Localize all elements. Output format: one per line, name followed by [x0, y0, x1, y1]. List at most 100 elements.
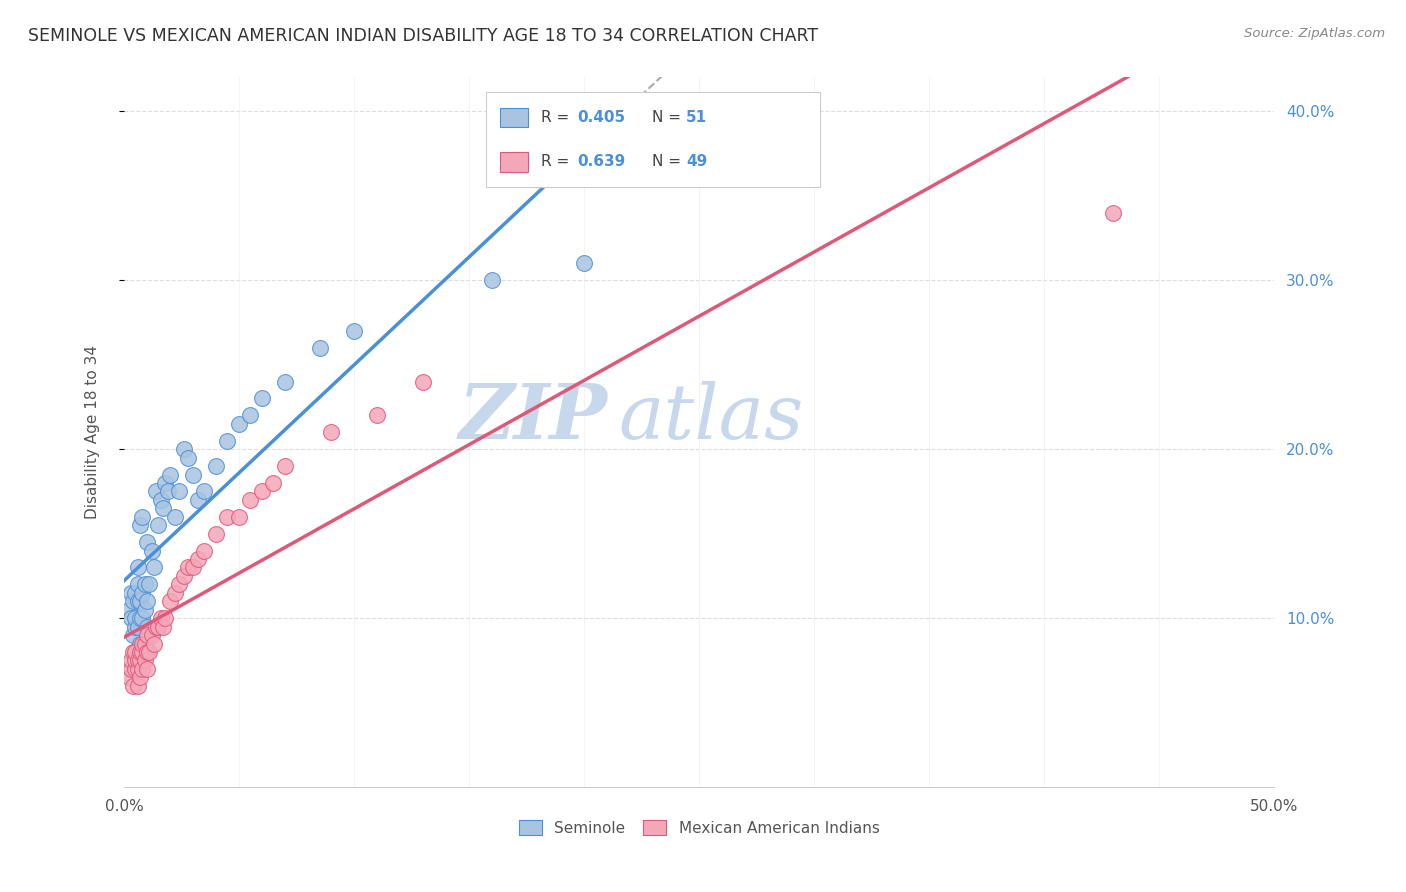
Point: [131, 645, 153, 659]
Point: [366, 409, 388, 423]
Point: [122, 645, 145, 659]
Point: [250, 392, 273, 406]
Point: [122, 594, 145, 608]
Point: [173, 569, 195, 583]
Text: N =: N =: [652, 110, 686, 125]
Point: [149, 611, 172, 625]
Point: [134, 577, 156, 591]
Point: [163, 586, 186, 600]
Text: 0.405: 0.405: [576, 110, 626, 125]
Point: [159, 594, 181, 608]
FancyBboxPatch shape: [501, 152, 527, 171]
Y-axis label: Disability Age 18 to 34: Disability Age 18 to 34: [86, 345, 100, 519]
Point: [149, 492, 172, 507]
Point: [412, 375, 434, 389]
Point: [141, 543, 163, 558]
Point: [142, 560, 165, 574]
Point: [217, 434, 239, 448]
Point: [117, 603, 139, 617]
Point: [127, 662, 149, 676]
Point: [129, 518, 152, 533]
Point: [129, 636, 152, 650]
Point: [122, 628, 145, 642]
Point: [274, 375, 297, 389]
Point: [250, 484, 273, 499]
Point: [138, 577, 160, 591]
Point: [148, 518, 170, 533]
Point: [124, 662, 146, 676]
Point: [124, 611, 146, 625]
Point: [134, 636, 156, 650]
Point: [124, 653, 146, 667]
Text: 51: 51: [686, 110, 707, 125]
Point: [127, 653, 149, 667]
Point: [135, 594, 157, 608]
Point: [481, 273, 503, 287]
Point: [187, 552, 209, 566]
Point: [124, 586, 146, 600]
Point: [141, 628, 163, 642]
Point: [117, 670, 139, 684]
Point: [177, 560, 200, 574]
Point: [135, 662, 157, 676]
Point: [148, 619, 170, 633]
Point: [127, 560, 149, 574]
Point: [193, 543, 215, 558]
Point: [239, 492, 262, 507]
Point: [131, 586, 153, 600]
Point: [134, 603, 156, 617]
Point: [129, 611, 152, 625]
Point: [152, 619, 174, 633]
FancyBboxPatch shape: [501, 108, 527, 128]
Point: [308, 341, 330, 355]
Point: [122, 679, 145, 693]
Point: [1102, 205, 1125, 219]
Point: [131, 662, 153, 676]
Point: [142, 636, 165, 650]
Point: [228, 417, 250, 431]
Point: [163, 509, 186, 524]
Point: [120, 662, 142, 676]
Text: 0.639: 0.639: [576, 154, 626, 169]
Point: [152, 501, 174, 516]
Point: [159, 467, 181, 482]
Point: [228, 509, 250, 524]
Text: R =: R =: [541, 110, 575, 125]
Point: [205, 459, 228, 474]
Point: [131, 636, 153, 650]
Point: [187, 492, 209, 507]
Point: [343, 324, 366, 338]
Point: [173, 442, 195, 457]
Point: [129, 670, 152, 684]
Point: [239, 409, 262, 423]
Point: [127, 577, 149, 591]
Legend: Seminole, Mexican American Indians: Seminole, Mexican American Indians: [512, 812, 887, 843]
Point: [217, 509, 239, 524]
Point: [134, 653, 156, 667]
Point: [145, 619, 167, 633]
Point: [129, 645, 152, 659]
Text: N =: N =: [652, 154, 686, 169]
Point: [167, 484, 190, 499]
Point: [131, 509, 153, 524]
Point: [124, 645, 146, 659]
Point: [127, 594, 149, 608]
Text: SEMINOLE VS MEXICAN AMERICAN INDIAN DISABILITY AGE 18 TO 34 CORRELATION CHART: SEMINOLE VS MEXICAN AMERICAN INDIAN DISA…: [28, 27, 818, 45]
Point: [205, 526, 228, 541]
Point: [155, 611, 177, 625]
Text: R =: R =: [541, 154, 575, 169]
Point: [145, 484, 167, 499]
Point: [131, 611, 153, 625]
Point: [155, 475, 177, 490]
Point: [120, 653, 142, 667]
Point: [572, 256, 595, 270]
Point: [120, 586, 142, 600]
Point: [127, 619, 149, 633]
Point: [120, 611, 142, 625]
Point: [177, 450, 200, 465]
Point: [124, 619, 146, 633]
Point: [181, 560, 204, 574]
Point: [127, 679, 149, 693]
Text: ZIP: ZIP: [458, 381, 607, 455]
Point: [193, 484, 215, 499]
